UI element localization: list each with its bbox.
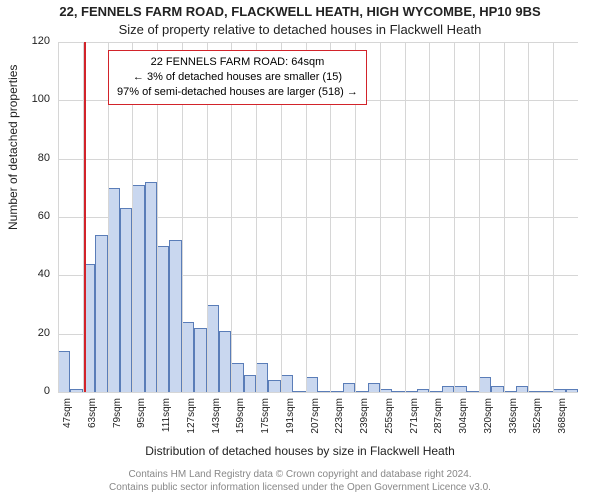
gridline-h	[58, 42, 578, 43]
x-tick-label: 95sqm	[136, 398, 147, 438]
annotation-box: 22 FENNELS FARM ROAD: 64sqm← 3% of detac…	[108, 50, 367, 105]
y-tick-label: 120	[0, 35, 50, 47]
gridline-v	[429, 42, 430, 392]
histogram-bar	[182, 322, 194, 392]
histogram-bar	[368, 383, 380, 392]
histogram-bar	[566, 389, 578, 392]
gridline-h	[58, 159, 578, 160]
y-tick-label: 20	[0, 327, 50, 339]
annotation-line: 22 FENNELS FARM ROAD: 64sqm	[117, 55, 358, 70]
x-tick-label: 223sqm	[334, 398, 345, 438]
x-tick-label: 271sqm	[409, 398, 420, 438]
plot-area: 22 FENNELS FARM ROAD: 64sqm← 3% of detac…	[58, 42, 578, 392]
x-tick-label: 239sqm	[359, 398, 370, 438]
x-tick-label: 127sqm	[186, 398, 197, 438]
gridline-h	[58, 392, 578, 393]
histogram-bar	[256, 363, 268, 392]
histogram-bar	[553, 389, 565, 392]
x-tick-label: 159sqm	[235, 398, 246, 438]
attribution-text: Contains HM Land Registry data © Crown c…	[0, 468, 600, 494]
gridline-v	[528, 42, 529, 392]
x-tick-label: 79sqm	[112, 398, 123, 438]
histogram-bar	[219, 331, 231, 392]
x-tick-label: 255sqm	[384, 398, 395, 438]
annotation-line: 97% of semi-detached houses are larger (…	[117, 85, 358, 100]
x-tick-label: 111sqm	[161, 398, 172, 438]
histogram-bar	[429, 391, 441, 392]
histogram-bar	[491, 386, 503, 392]
x-tick-label: 143sqm	[211, 398, 222, 438]
histogram-bar	[528, 391, 540, 392]
gridline-v	[405, 42, 406, 392]
histogram-bar	[516, 386, 528, 392]
x-tick-label: 47sqm	[62, 398, 73, 438]
histogram-bar	[268, 380, 280, 392]
x-tick-label: 368sqm	[557, 398, 568, 438]
histogram-bar	[169, 240, 181, 392]
histogram-bar	[454, 386, 466, 392]
histogram-bar	[442, 386, 454, 392]
gridline-v	[504, 42, 505, 392]
histogram-bar	[343, 383, 355, 392]
x-tick-label: 175sqm	[260, 398, 271, 438]
y-tick-label: 40	[0, 268, 50, 280]
attribution-line1: Contains HM Land Registry data © Crown c…	[128, 469, 471, 480]
x-axis-label: Distribution of detached houses by size …	[0, 444, 600, 458]
x-tick-label: 207sqm	[310, 398, 321, 438]
gridline-v	[380, 42, 381, 392]
histogram-bar	[231, 363, 243, 392]
histogram-bar	[355, 391, 367, 392]
histogram-bar	[318, 391, 330, 392]
histogram-bar	[132, 185, 144, 392]
attribution-line2: Contains public sector information licen…	[109, 482, 491, 493]
histogram-bar	[108, 188, 120, 392]
histogram-bar	[70, 389, 82, 392]
histogram-bar	[504, 391, 516, 392]
x-tick-label: 191sqm	[285, 398, 296, 438]
histogram-bar	[194, 328, 206, 392]
histogram-bar	[95, 235, 107, 393]
histogram-bar	[145, 182, 157, 392]
chart-title-main: 22, FENNELS FARM ROAD, FLACKWELL HEATH, …	[0, 4, 600, 19]
histogram-bar	[58, 351, 70, 392]
histogram-bar	[479, 377, 491, 392]
chart-title-sub: Size of property relative to detached ho…	[0, 22, 600, 37]
x-tick-label: 63sqm	[87, 398, 98, 438]
histogram-bar	[541, 391, 553, 392]
histogram-bar	[380, 389, 392, 392]
x-tick-label: 304sqm	[458, 398, 469, 438]
histogram-bar	[281, 375, 293, 393]
subject-marker-line	[84, 42, 86, 392]
histogram-bar	[293, 391, 305, 392]
histogram-bar	[244, 375, 256, 393]
histogram-bar	[306, 377, 318, 392]
histogram-bar	[405, 391, 417, 392]
y-tick-label: 80	[0, 152, 50, 164]
gridline-v	[58, 42, 59, 392]
y-tick-label: 0	[0, 385, 50, 397]
gridline-v	[479, 42, 480, 392]
annotation-line: ← 3% of detached houses are smaller (15)	[117, 70, 358, 85]
x-tick-label: 352sqm	[532, 398, 543, 438]
gridline-v	[454, 42, 455, 392]
gridline-v	[553, 42, 554, 392]
y-tick-label: 100	[0, 93, 50, 105]
histogram-bar	[417, 389, 429, 392]
x-tick-label: 336sqm	[508, 398, 519, 438]
histogram-bar	[120, 208, 132, 392]
histogram-bar	[330, 391, 342, 392]
y-axis-label: Number of detached properties	[6, 65, 20, 230]
y-tick-label: 60	[0, 210, 50, 222]
histogram-bar	[157, 246, 169, 392]
x-tick-label: 287sqm	[433, 398, 444, 438]
x-tick-label: 320sqm	[483, 398, 494, 438]
histogram-bar	[207, 305, 219, 393]
histogram-bar	[392, 391, 404, 392]
histogram-bar	[467, 391, 479, 392]
